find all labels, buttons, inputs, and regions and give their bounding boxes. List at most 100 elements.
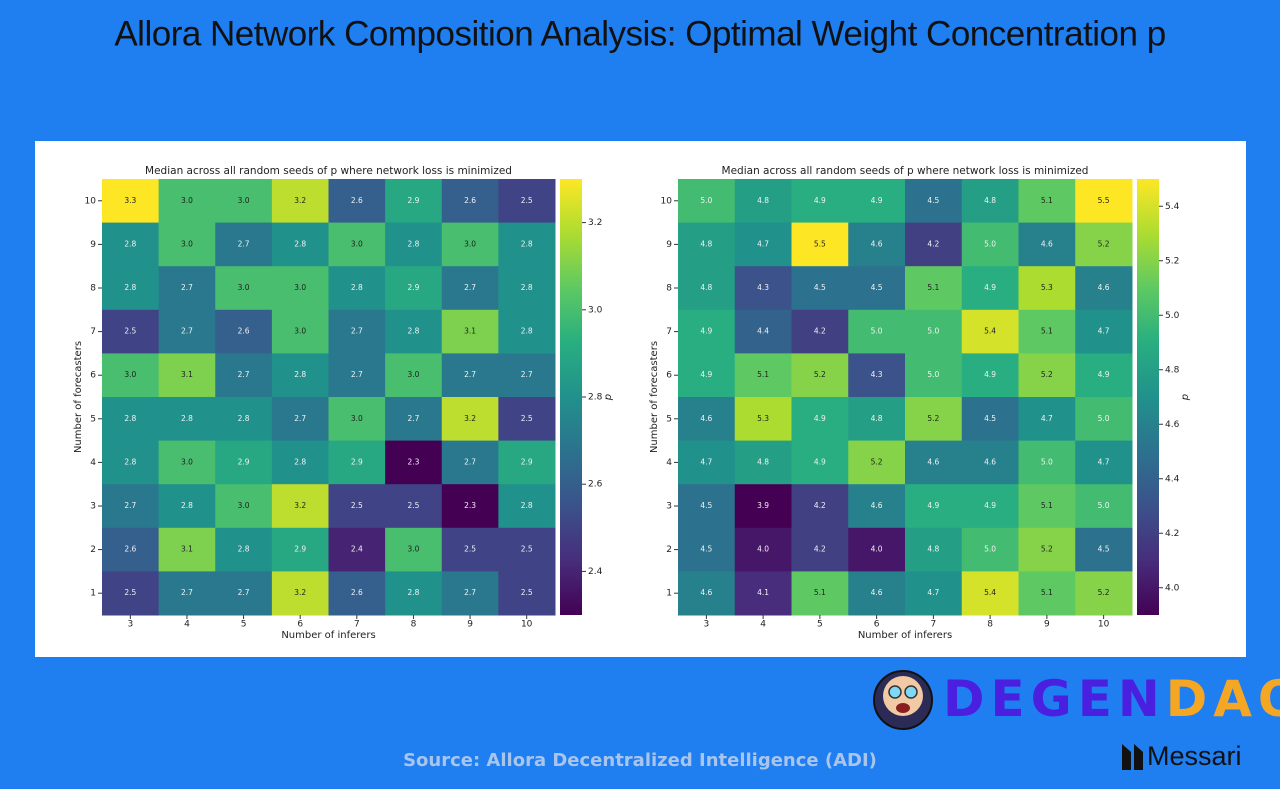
cell-label: 5.2	[871, 457, 883, 466]
colorbar-tick-label: 3.0	[588, 305, 603, 315]
cell-label: 2.7	[351, 370, 363, 379]
cell-label: 5.5	[1098, 196, 1110, 205]
messari-logo: Messari	[1122, 741, 1242, 771]
cell-label: 3.0	[238, 283, 250, 292]
heatmap-cell	[498, 397, 556, 442]
cell-label: 5.0	[1041, 457, 1053, 466]
heatmap-cell	[102, 440, 160, 485]
cell-label: 4.6	[700, 414, 712, 423]
heatmap-cell	[498, 266, 556, 311]
heatmap-cell	[791, 179, 849, 224]
cell-label: 5.1	[814, 588, 826, 597]
heatmap-cell	[215, 179, 273, 224]
colorbar-tick-label: 5.2	[1165, 256, 1179, 266]
cell-label: 3.0	[181, 457, 193, 466]
heatmap-cell	[328, 397, 386, 442]
cell-label: 4.0	[871, 545, 883, 554]
heatmap-cell	[498, 179, 556, 224]
cell-label: 4.6	[871, 239, 883, 248]
heatmap-cell	[271, 222, 329, 267]
cell-label: 4.8	[927, 545, 939, 554]
colorbar-tick-label: 4.4	[1165, 474, 1180, 484]
cell-label: 5.0	[927, 327, 939, 336]
heatmap-cell	[441, 266, 499, 311]
cell-label: 2.8	[124, 414, 136, 423]
cell-label: 4.8	[757, 196, 769, 205]
heatmap-cell	[734, 266, 792, 311]
heatmap-cell	[734, 309, 792, 354]
cell-label: 4.9	[1098, 370, 1110, 379]
heatmap-cell	[905, 309, 963, 354]
heatmap-cell	[791, 266, 849, 311]
x-tick-label: 4	[184, 620, 190, 630]
heatmap-cell	[961, 309, 1019, 354]
cell-label: 2.6	[351, 196, 363, 205]
heatmap-cell	[905, 571, 963, 616]
avatar-goggle	[888, 685, 902, 699]
heatmap-cell	[271, 397, 329, 442]
heatmap-cell	[441, 397, 499, 442]
heatmap-cell	[678, 571, 736, 616]
heatmap-cell	[1075, 484, 1133, 529]
avatar-goggle	[904, 685, 918, 699]
cell-label: 2.7	[407, 414, 419, 423]
heatmap-cell	[498, 309, 556, 354]
y-tick-label: 4	[90, 458, 96, 468]
y-tick-label: 8	[666, 284, 672, 294]
cell-label: 2.8	[521, 283, 533, 292]
y-axis-label: Number of forecasters	[649, 341, 660, 453]
cell-label: 4.7	[1098, 457, 1110, 466]
cell-label: 5.1	[927, 283, 939, 292]
heatmap-cell	[215, 527, 273, 572]
cell-label: 2.9	[407, 196, 419, 205]
cell-label: 5.0	[984, 239, 996, 248]
heatmap-cell	[328, 484, 386, 529]
cell-label: 2.3	[407, 457, 419, 466]
x-tick-label: 10	[1098, 620, 1110, 630]
cell-label: 4.7	[1041, 414, 1053, 423]
heatmap-cell	[498, 571, 556, 616]
cell-label: 3.1	[181, 545, 193, 554]
heatmap-cell	[498, 440, 556, 485]
heatmap-cell	[328, 266, 386, 311]
colorbar	[1137, 179, 1159, 615]
y-tick-label: 10	[661, 196, 673, 206]
colorbar-label: p	[603, 394, 614, 401]
cell-label: 5.4	[984, 327, 996, 336]
cell-label: 2.7	[294, 414, 306, 423]
cell-label: 2.7	[238, 239, 250, 248]
heatmap-cell	[1018, 484, 1076, 529]
cell-label: 5.0	[871, 327, 883, 336]
heatmap-cell	[498, 484, 556, 529]
cell-label: 2.7	[464, 283, 476, 292]
cell-label: 5.0	[1098, 501, 1110, 510]
heatmap-cell	[678, 266, 736, 311]
heatmap-cell	[791, 571, 849, 616]
heatmap-cell	[848, 571, 906, 616]
cell-label: 5.2	[927, 414, 939, 423]
avatar-mouth	[896, 703, 910, 713]
heatmap-cell	[1018, 353, 1076, 398]
cell-label: 3.3	[124, 196, 136, 205]
cell-label: 2.5	[124, 327, 136, 336]
heatmap-cell	[385, 353, 443, 398]
heatmap-cell	[441, 179, 499, 224]
cell-label: 4.8	[700, 283, 712, 292]
heatmap-cell	[848, 222, 906, 267]
heatmap-cell	[734, 484, 792, 529]
heatmap-cell	[905, 440, 963, 485]
cell-label: 2.5	[521, 196, 533, 205]
x-tick-label: 8	[987, 620, 993, 630]
cell-label: 5.1	[1041, 501, 1053, 510]
cell-label: 2.9	[521, 457, 533, 466]
heatmap-cell	[848, 309, 906, 354]
heatmap-cell	[1075, 309, 1133, 354]
heatmap-cell	[215, 222, 273, 267]
cell-label: 2.8	[294, 457, 306, 466]
cell-label: 5.2	[1098, 588, 1110, 597]
cell-label: 2.6	[351, 588, 363, 597]
cell-label: 4.2	[814, 327, 826, 336]
heatmap-cell	[734, 179, 792, 224]
cell-label: 4.4	[757, 327, 769, 336]
